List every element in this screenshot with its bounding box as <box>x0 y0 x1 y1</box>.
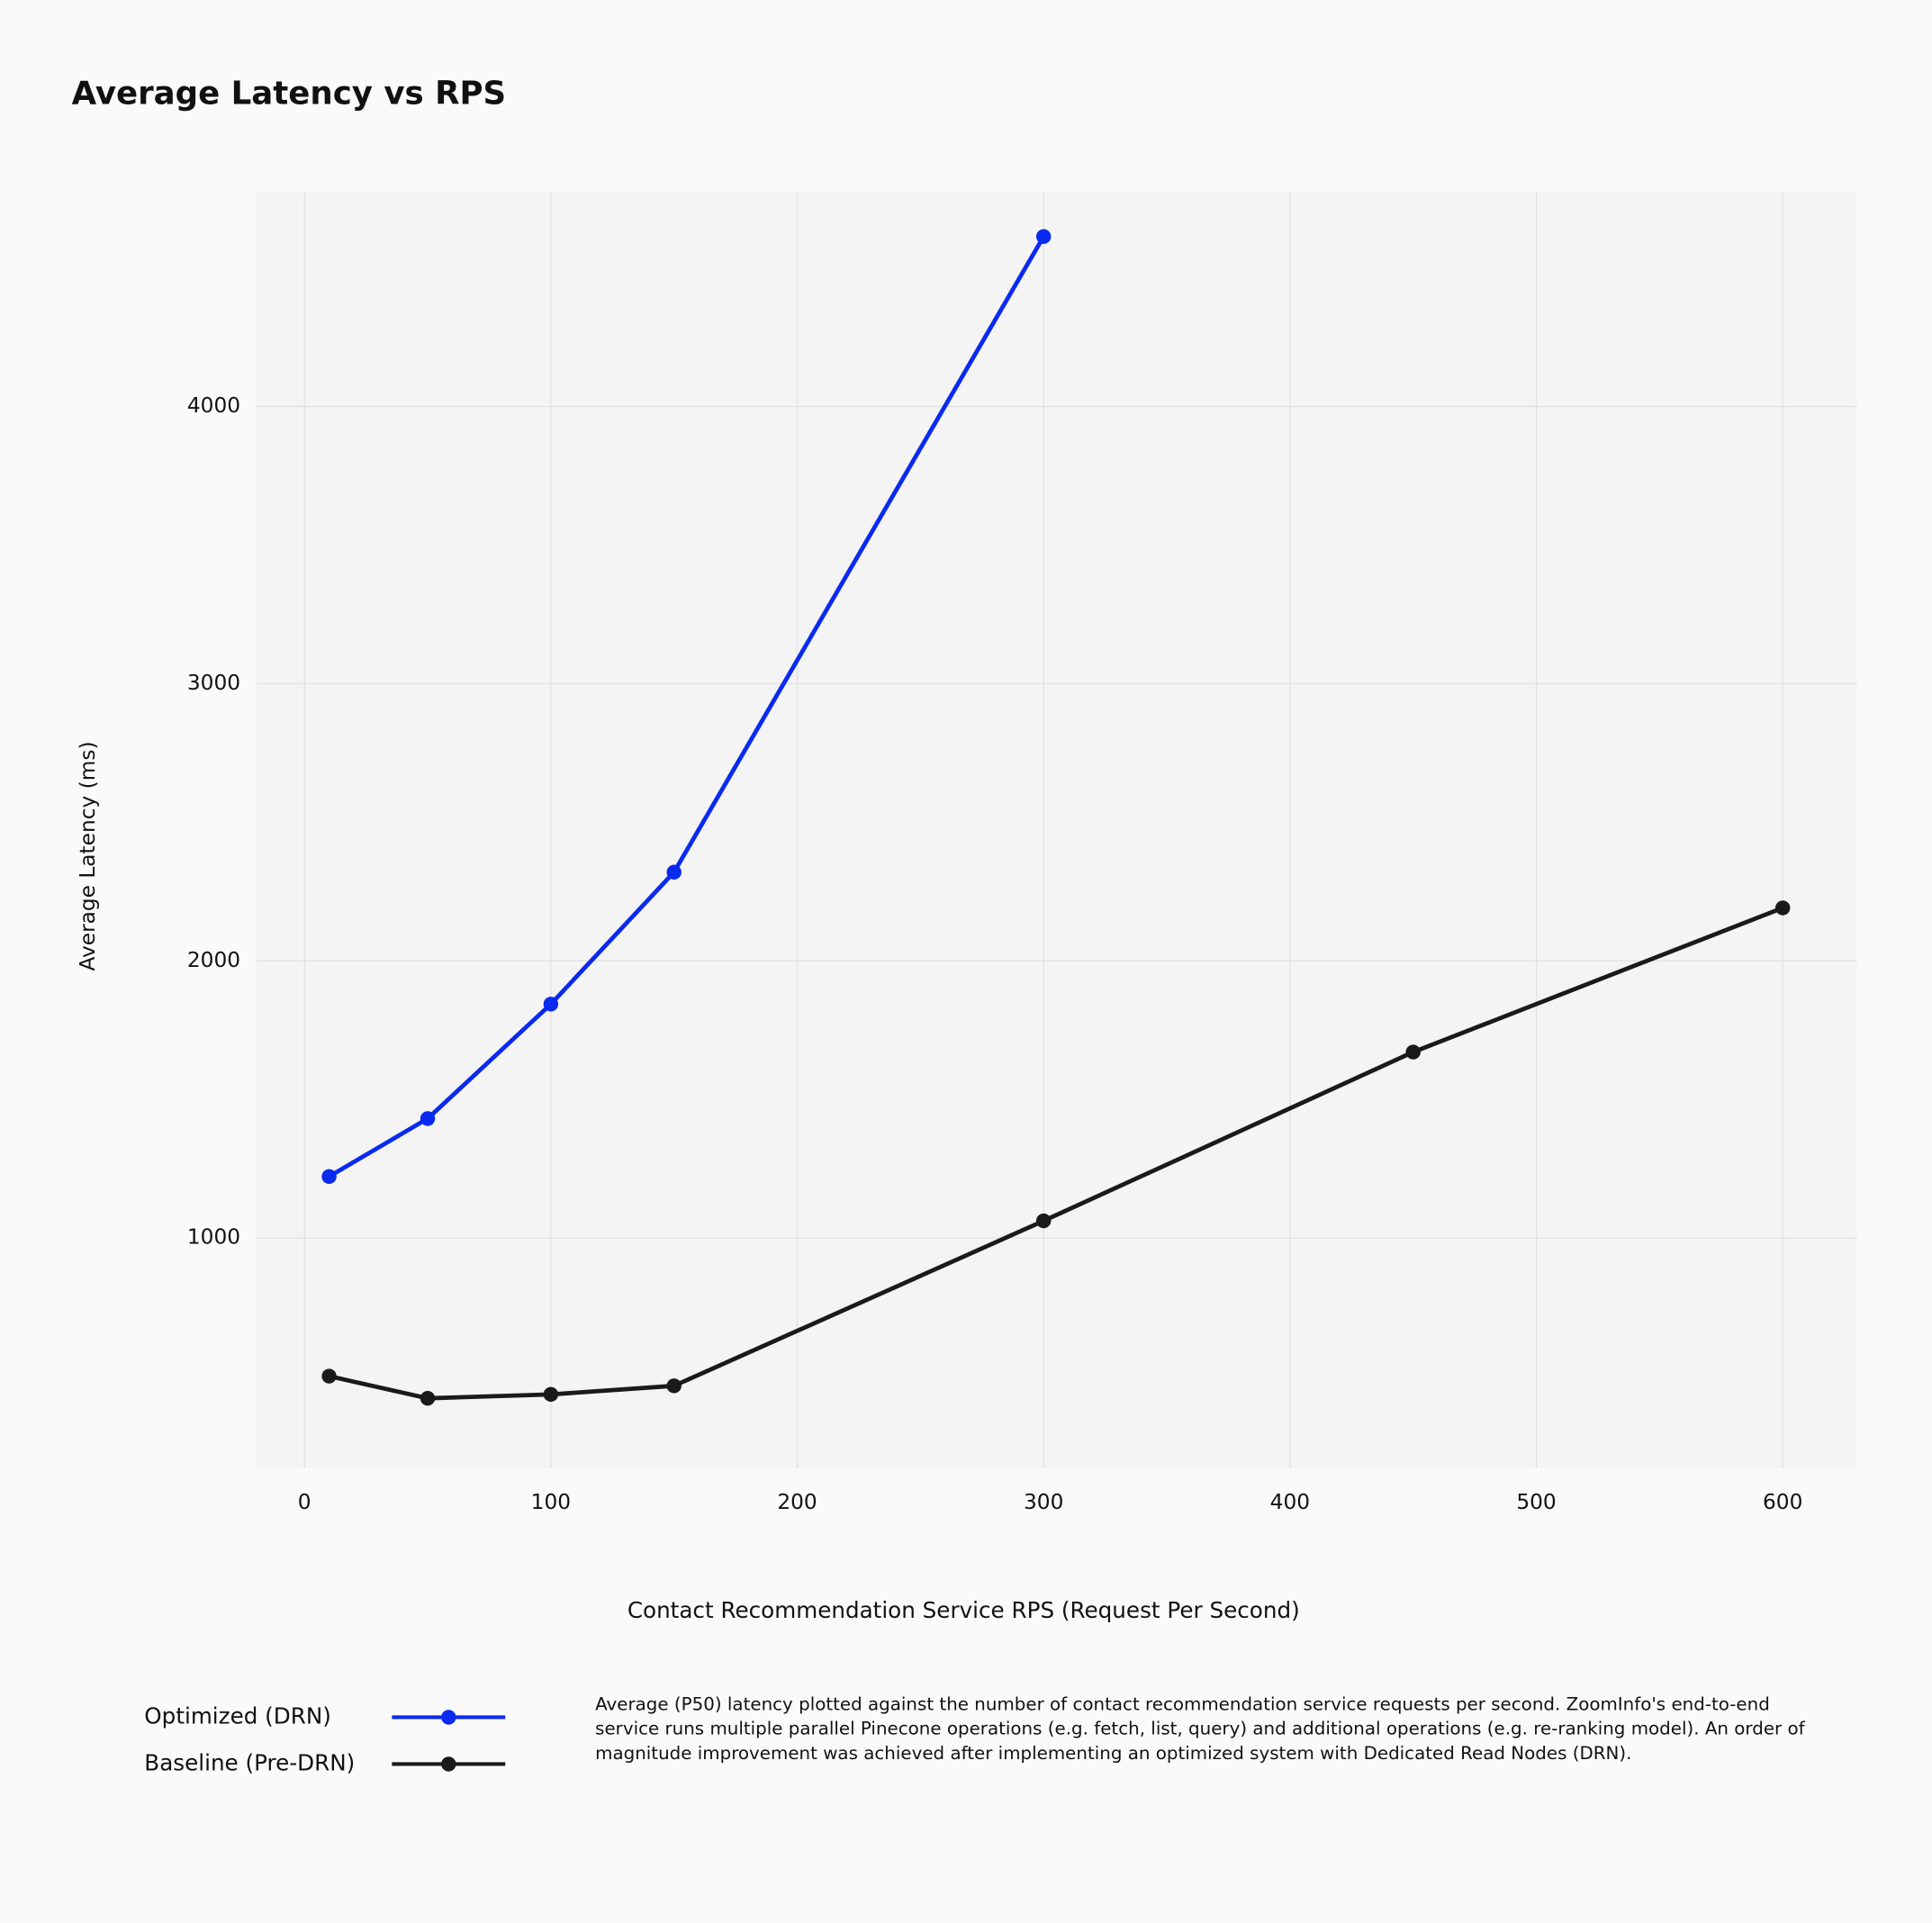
x-tick-label: 300 <box>1024 1490 1063 1514</box>
plot-area <box>256 192 1857 1469</box>
y-tick-label: 3000 <box>187 671 240 695</box>
x-tick-label: 400 <box>1270 1490 1310 1514</box>
y-tick-label: 4000 <box>187 393 240 418</box>
x-tick-label: 0 <box>298 1490 311 1514</box>
data-point <box>420 1111 436 1126</box>
x-tick-label: 500 <box>1516 1490 1556 1514</box>
legend-marker <box>441 1710 456 1725</box>
x-axis-label: Contact Recommendation Service RPS (Requ… <box>627 1597 1300 1623</box>
legend-label: Optimized (DRN) <box>144 1702 331 1729</box>
y-tick-label: 2000 <box>187 948 240 972</box>
data-point <box>543 1386 559 1403</box>
x-tick-label: 100 <box>531 1490 571 1514</box>
caption-box: Average (P50) latency plotted against th… <box>595 1694 1805 1765</box>
x-tick-label: 600 <box>1763 1490 1802 1514</box>
data-point <box>321 1169 337 1185</box>
legend-label: Baseline (Pre-DRN) <box>144 1749 355 1775</box>
legend-marker <box>441 1756 456 1772</box>
caption: Average (P50) latency plotted against th… <box>595 1694 1805 1765</box>
data-point <box>543 997 559 1012</box>
data-point <box>1035 229 1052 244</box>
data-point <box>666 1378 682 1394</box>
data-point <box>1405 1044 1421 1060</box>
data-point <box>1775 900 1791 916</box>
x-tick-label: 200 <box>777 1490 817 1514</box>
y-axis-label: Average Latency (ms) <box>76 741 100 971</box>
data-point <box>420 1390 436 1406</box>
data-point <box>321 1368 337 1384</box>
chart-title: Average Latency vs RPS <box>72 75 507 112</box>
y-tick-label: 1000 <box>187 1225 240 1250</box>
data-point <box>666 864 682 880</box>
data-point <box>1035 1213 1052 1229</box>
